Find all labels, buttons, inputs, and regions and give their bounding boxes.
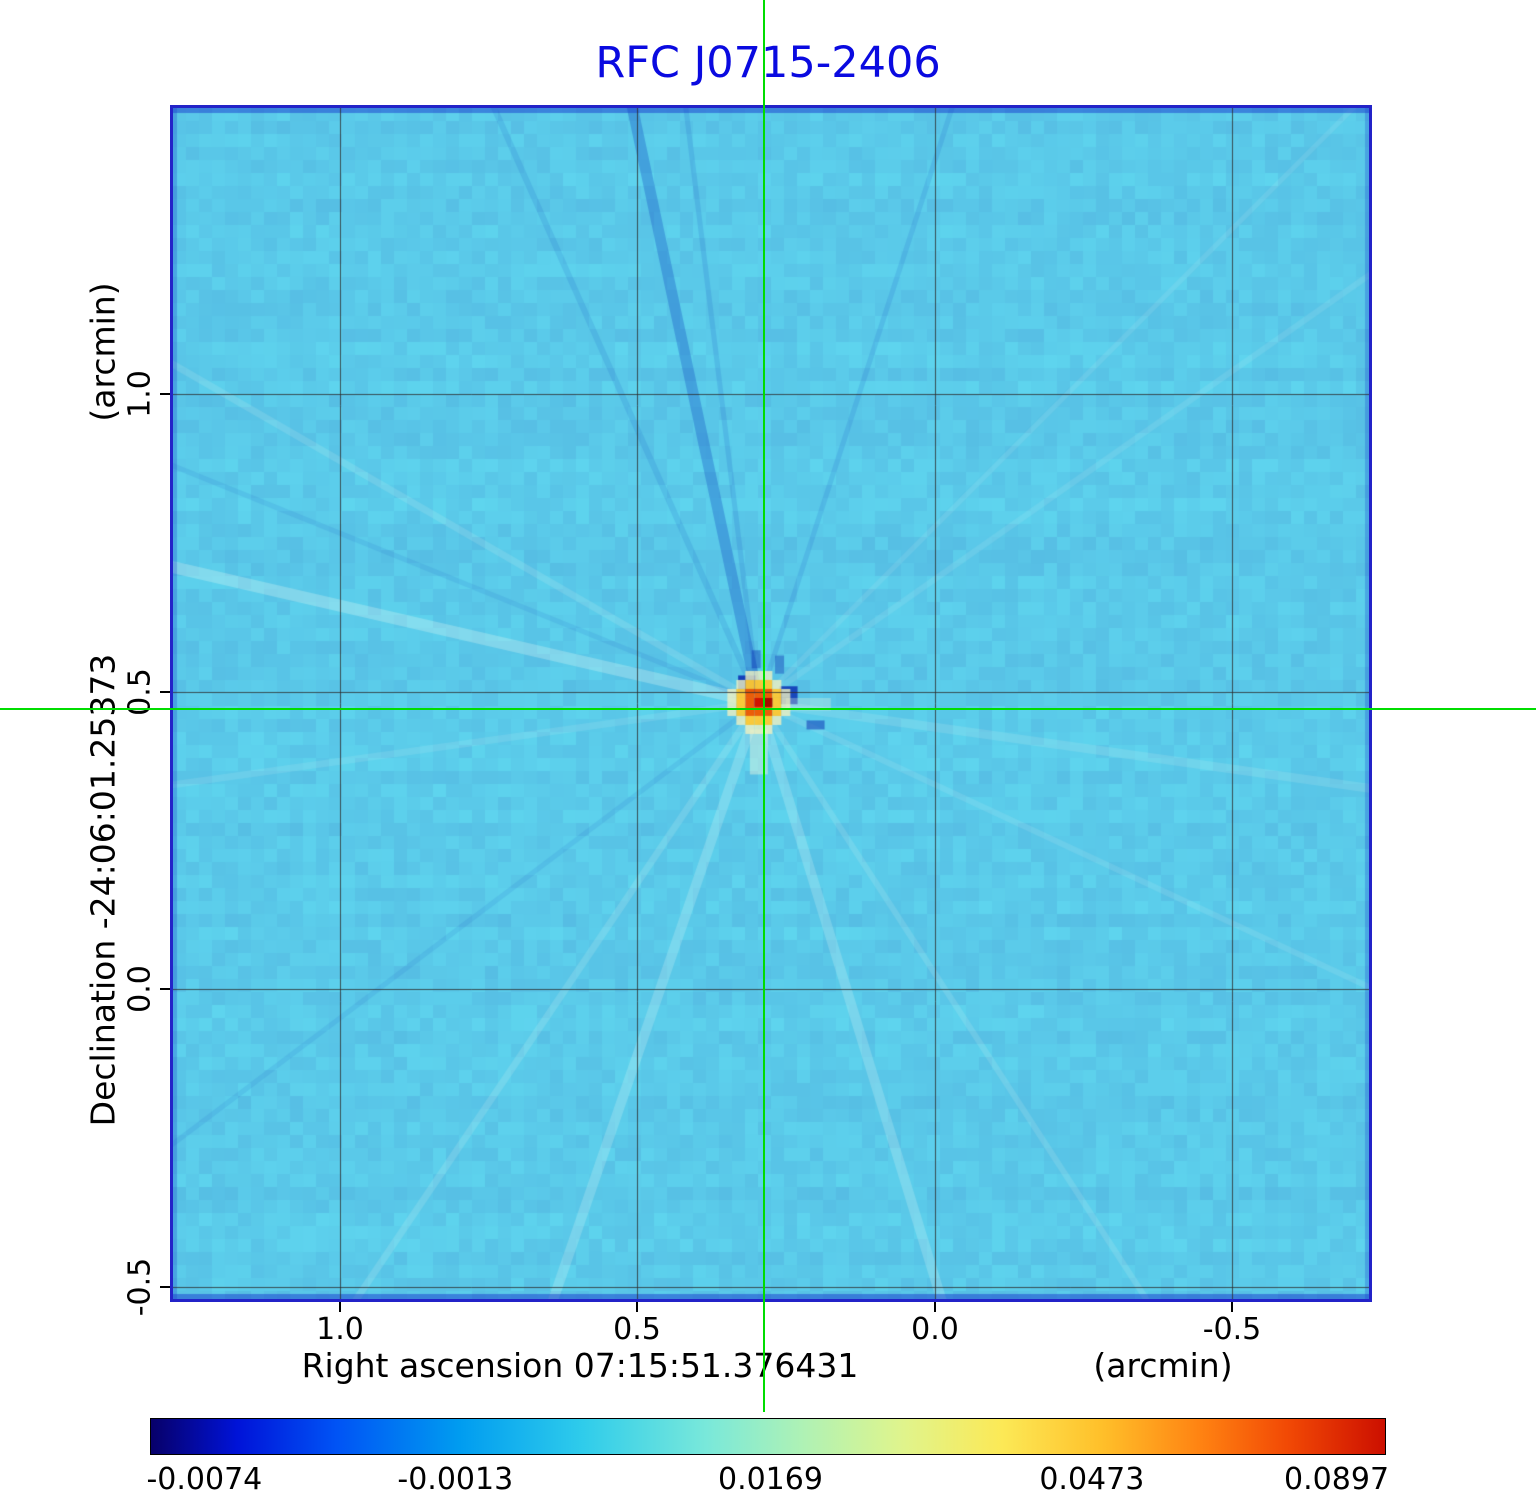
x-axis-tick-mark xyxy=(338,1302,341,1312)
crosshair-vertical xyxy=(762,0,765,1412)
colorbar-tick-label: -0.0074 xyxy=(146,1462,263,1497)
y-tick-label: 1.0 xyxy=(122,370,158,418)
x-tick-label: -0.5 xyxy=(1202,1312,1262,1347)
x-axis-label: Right ascension 07:15:51.376431 xyxy=(301,1346,859,1385)
x-axis-tick-mark xyxy=(1231,1302,1234,1312)
colorbar-tick-label: 0.0169 xyxy=(717,1462,823,1497)
colorbar-tick-label: -0.0013 xyxy=(397,1462,514,1497)
y-tick-label: 0.0 xyxy=(122,965,158,1013)
x-tick-label: 0.0 xyxy=(911,1312,959,1347)
y-tick-label: -0.5 xyxy=(122,1257,158,1317)
colorbar-tick-label: 0.0473 xyxy=(1039,1462,1145,1497)
plot-area xyxy=(170,105,1372,1302)
x-tick-label: 0.5 xyxy=(613,1312,661,1347)
x-tick-label: 1.0 xyxy=(316,1312,364,1347)
colorbar-gradient xyxy=(150,1418,1386,1455)
y-axis-unit-label: (arcmin) xyxy=(83,282,123,422)
y-axis-tick-mark xyxy=(160,392,170,395)
x-axis-tick-mark xyxy=(636,1302,639,1312)
colorbar-tick-label: 0.0897 xyxy=(1284,1462,1390,1497)
crosshair-horizontal xyxy=(0,708,1536,711)
y-axis-tick-mark xyxy=(160,690,170,693)
y-axis-label: Declination -24:06:01.25373 xyxy=(83,653,123,1127)
x-axis-unit-label: (arcmin) xyxy=(1093,1346,1233,1385)
x-axis-tick-mark xyxy=(933,1302,936,1312)
sky-map xyxy=(173,108,1369,1299)
plot-title: RFC J0715-2406 xyxy=(595,38,941,88)
y-axis-tick-mark xyxy=(160,988,170,991)
colorbar-labels: -0.0074 -0.0013 0.0169 0.0473 0.0897 xyxy=(146,1462,1390,1502)
y-axis-tick-mark xyxy=(160,1286,170,1289)
